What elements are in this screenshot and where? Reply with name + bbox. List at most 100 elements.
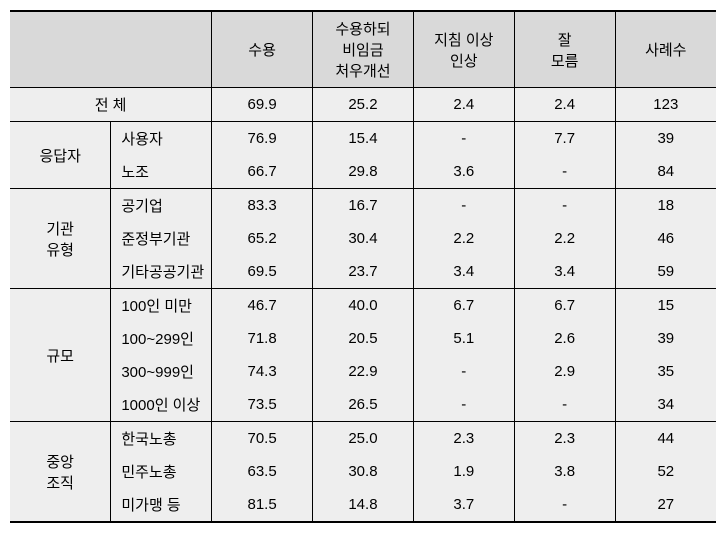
data-cell: 63.5 [212, 455, 313, 488]
section-label: 응답자 [10, 122, 111, 189]
table-row: 기타공공기관 69.5 23.7 3.4 3.4 59 [10, 255, 716, 289]
data-cell: 14.8 [313, 488, 414, 522]
data-cell: 2.2 [514, 222, 615, 255]
data-cell: 44 [615, 422, 716, 456]
data-cell: 27 [615, 488, 716, 522]
table-row: 중앙 조직 한국노총 70.5 25.0 2.3 2.3 44 [10, 422, 716, 456]
row-label: 한국노총 [111, 422, 212, 456]
total-row: 전 체 69.9 25.2 2.4 2.4 123 [10, 88, 716, 122]
row-label: 300~999인 [111, 355, 212, 388]
data-cell: 66.7 [212, 155, 313, 189]
data-cell: 2.9 [514, 355, 615, 388]
data-cell: 2.3 [413, 422, 514, 456]
data-cell: 18 [615, 189, 716, 223]
section-label: 기관 유형 [10, 189, 111, 289]
data-cell: 2.2 [413, 222, 514, 255]
data-cell: 74.3 [212, 355, 313, 388]
data-cell: 123 [615, 88, 716, 122]
table-row: 준정부기관 65.2 30.4 2.2 2.2 46 [10, 222, 716, 255]
col-header: 수용하되 비임금 처우개선 [313, 11, 414, 88]
data-cell: 39 [615, 122, 716, 156]
data-cell: 73.5 [212, 388, 313, 422]
row-label: 100인 미만 [111, 289, 212, 323]
data-cell: 2.4 [413, 88, 514, 122]
section-label: 중앙 조직 [10, 422, 111, 523]
table-row: 응답자 사용자 76.9 15.4 - 7.7 39 [10, 122, 716, 156]
data-cell: 1.9 [413, 455, 514, 488]
data-cell: - [413, 122, 514, 156]
data-cell: 83.3 [212, 189, 313, 223]
data-cell: - [514, 488, 615, 522]
data-cell: 69.9 [212, 88, 313, 122]
data-cell: 20.5 [313, 322, 414, 355]
row-label: 100~299인 [111, 322, 212, 355]
data-cell: 70.5 [212, 422, 313, 456]
data-cell: 16.7 [313, 189, 414, 223]
data-cell: 3.7 [413, 488, 514, 522]
data-cell: 46 [615, 222, 716, 255]
table-row: 미가맹 등 81.5 14.8 3.7 - 27 [10, 488, 716, 522]
data-cell: 6.7 [413, 289, 514, 323]
data-cell: - [514, 155, 615, 189]
data-cell: 59 [615, 255, 716, 289]
data-table: 수용 수용하되 비임금 처우개선 지침 이상 인상 잘 모름 사례수 전 체 6… [10, 10, 716, 523]
data-cell: - [413, 388, 514, 422]
row-label: 민주노총 [111, 455, 212, 488]
data-cell: 30.8 [313, 455, 414, 488]
header-row: 수용 수용하되 비임금 처우개선 지침 이상 인상 잘 모름 사례수 [10, 11, 716, 88]
data-cell: 25.2 [313, 88, 414, 122]
data-cell: 3.4 [413, 255, 514, 289]
col-header: 지침 이상 인상 [413, 11, 514, 88]
header-blank [10, 11, 212, 88]
data-cell: 25.0 [313, 422, 414, 456]
data-cell: 26.5 [313, 388, 414, 422]
data-cell: 2.4 [514, 88, 615, 122]
table-row: 노조 66.7 29.8 3.6 - 84 [10, 155, 716, 189]
col-header: 사례수 [615, 11, 716, 88]
data-cell: 3.8 [514, 455, 615, 488]
row-label: 기타공공기관 [111, 255, 212, 289]
data-cell: 23.7 [313, 255, 414, 289]
data-cell: 2.6 [514, 322, 615, 355]
data-cell: 40.0 [313, 289, 414, 323]
data-cell: 34 [615, 388, 716, 422]
data-cell: 52 [615, 455, 716, 488]
data-cell: 39 [615, 322, 716, 355]
data-cell: 6.7 [514, 289, 615, 323]
table-row: 민주노총 63.5 30.8 1.9 3.8 52 [10, 455, 716, 488]
data-cell: 3.6 [413, 155, 514, 189]
row-label: 1000인 이상 [111, 388, 212, 422]
data-cell: 35 [615, 355, 716, 388]
data-cell: 30.4 [313, 222, 414, 255]
data-cell: - [413, 189, 514, 223]
data-cell: 3.4 [514, 255, 615, 289]
col-header: 잘 모름 [514, 11, 615, 88]
data-cell: 7.7 [514, 122, 615, 156]
row-label: 사용자 [111, 122, 212, 156]
table-row: 1000인 이상 73.5 26.5 - - 34 [10, 388, 716, 422]
data-cell: 15 [615, 289, 716, 323]
row-label: 미가맹 등 [111, 488, 212, 522]
table-row: 규모 100인 미만 46.7 40.0 6.7 6.7 15 [10, 289, 716, 323]
data-cell: 29.8 [313, 155, 414, 189]
data-cell: 84 [615, 155, 716, 189]
row-label: 노조 [111, 155, 212, 189]
data-cell: 5.1 [413, 322, 514, 355]
data-cell: - [514, 388, 615, 422]
data-cell: 22.9 [313, 355, 414, 388]
data-cell: 71.8 [212, 322, 313, 355]
data-cell: - [413, 355, 514, 388]
table-row: 기관 유형 공기업 83.3 16.7 - - 18 [10, 189, 716, 223]
table-row: 100~299인 71.8 20.5 5.1 2.6 39 [10, 322, 716, 355]
data-cell: 76.9 [212, 122, 313, 156]
data-cell: 15.4 [313, 122, 414, 156]
data-cell: 81.5 [212, 488, 313, 522]
col-header: 수용 [212, 11, 313, 88]
row-label: 준정부기관 [111, 222, 212, 255]
table-row: 300~999인 74.3 22.9 - 2.9 35 [10, 355, 716, 388]
total-label: 전 체 [10, 88, 212, 122]
data-cell: 65.2 [212, 222, 313, 255]
data-cell: 2.3 [514, 422, 615, 456]
row-label: 공기업 [111, 189, 212, 223]
data-cell: 46.7 [212, 289, 313, 323]
